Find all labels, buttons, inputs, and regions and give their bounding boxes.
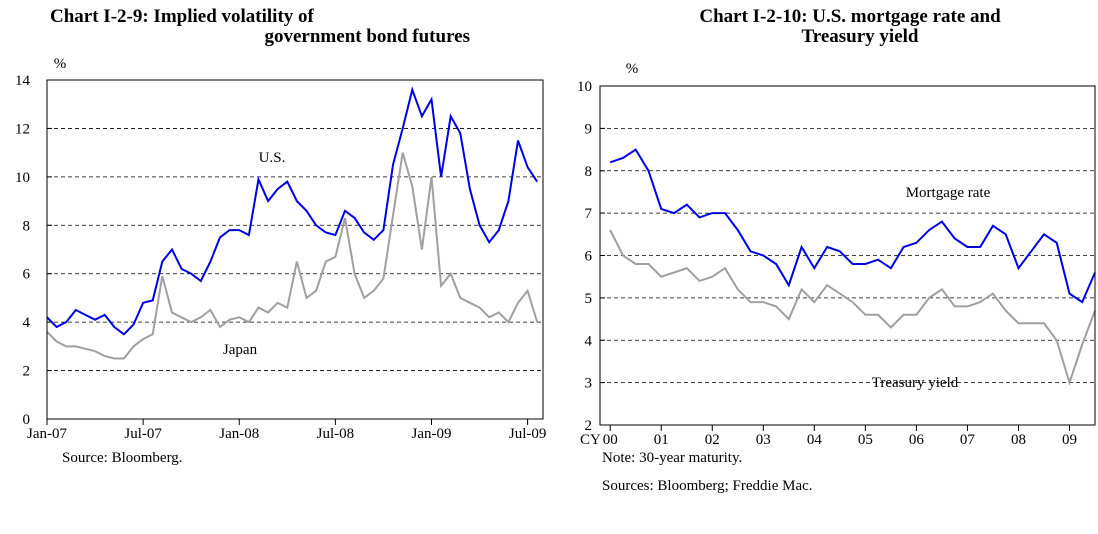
y-tick-label: 14 — [15, 73, 31, 89]
x-tick-label: 04 — [807, 432, 823, 448]
y-tick-label: 12 — [15, 121, 30, 137]
x-tick-label: Jan-07 — [27, 426, 67, 442]
y-tick-label: 3 — [585, 376, 593, 392]
y-tick-label: 5 — [585, 291, 593, 307]
annotation: Mortgage rate — [906, 185, 991, 201]
y-tick-label: 0 — [23, 412, 31, 428]
plot-frame — [46, 79, 544, 420]
y-tick-label: 6 — [23, 267, 31, 283]
x-axis-label: CY — [580, 432, 601, 448]
annotation: Treasury yield — [872, 375, 959, 391]
x-tick-label: Jul-09 — [509, 426, 547, 442]
x-tick-label: 08 — [1011, 432, 1026, 448]
y-axis-unit: % — [626, 61, 639, 77]
series-line — [46, 152, 539, 360]
y-tick-label: 2 — [23, 364, 31, 380]
y-tick-label: 10 — [577, 79, 592, 95]
y-tick-label: 8 — [585, 164, 593, 180]
x-tick-label: 06 — [909, 432, 925, 448]
note: Sources: Bloomberg; Freddie Mac. — [602, 478, 813, 494]
y-tick-label: 8 — [23, 218, 31, 234]
note: Note: 30-year maturity. — [602, 450, 742, 466]
x-tick-label: 02 — [705, 432, 720, 448]
y-tick-label: 10 — [15, 170, 30, 186]
annotation: U.S. — [259, 150, 286, 166]
chart-title: Chart I-2-9: Implied volatility of — [50, 6, 315, 27]
y-axis-unit: % — [54, 56, 67, 72]
x-tick-label: Jan-08 — [219, 426, 259, 442]
x-tick-label: 05 — [858, 432, 873, 448]
plot-frame — [599, 85, 1096, 426]
y-tick-label: 4 — [23, 315, 31, 331]
y-tick-label: 2 — [585, 418, 593, 434]
note: Source: Bloomberg. — [62, 450, 183, 466]
x-tick-label: 03 — [756, 432, 771, 448]
series-line — [609, 229, 1096, 386]
x-tick-label: 07 — [960, 432, 976, 448]
x-tick-label: Jul-08 — [317, 426, 355, 442]
chart-title: Treasury yield — [802, 26, 919, 47]
x-tick-label: Jul-07 — [124, 426, 162, 442]
y-tick-label: 4 — [585, 333, 593, 349]
series-line — [46, 86, 539, 336]
series-line — [609, 148, 1096, 304]
y-tick-label: 9 — [585, 121, 593, 137]
x-tick-label: Jan-09 — [411, 426, 451, 442]
y-tick-label: 6 — [585, 249, 593, 265]
y-tick-label: 7 — [585, 206, 593, 222]
x-tick-label: 01 — [654, 432, 669, 448]
chart-title: government bond futures — [265, 26, 471, 47]
chart-title: Chart I-2-10: U.S. mortgage rate and — [699, 6, 1001, 27]
annotation: Japan — [223, 342, 258, 358]
x-tick-label: 00 — [603, 432, 618, 448]
x-tick-label: 09 — [1062, 432, 1077, 448]
